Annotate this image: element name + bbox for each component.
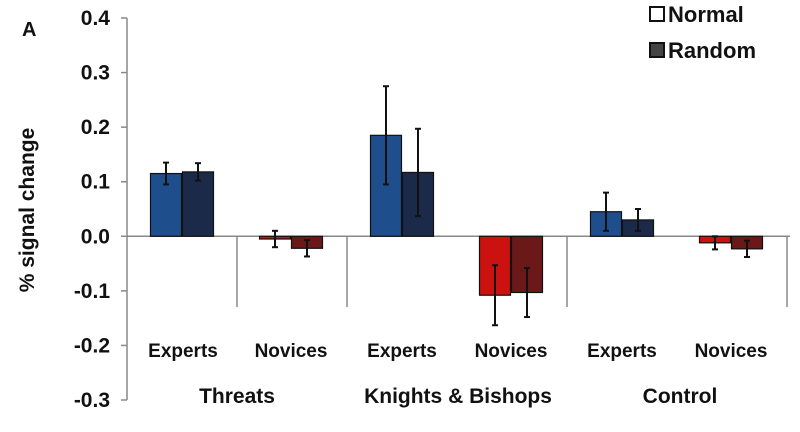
category-label: Novices bbox=[255, 341, 328, 362]
legend-swatch-random bbox=[649, 42, 665, 58]
category-labels: Experts Novices Experts Novices Experts … bbox=[148, 341, 767, 362]
category-label: Experts bbox=[367, 341, 437, 362]
y-tick-label: -0.1 bbox=[74, 280, 111, 303]
group-label-knights-bishops: Knights & Bishops bbox=[364, 385, 552, 408]
group-label-threats: Threats bbox=[199, 385, 275, 408]
axes bbox=[121, 17, 790, 401]
bar-normal-experts bbox=[149, 172, 183, 237]
legend-swatch-normal bbox=[649, 6, 665, 22]
legend: Normal Random bbox=[649, 2, 756, 63]
bar-random-experts bbox=[181, 171, 215, 237]
legend-label-normal: Normal bbox=[668, 2, 744, 27]
category-label: Experts bbox=[587, 341, 657, 362]
y-tick-label: 0.2 bbox=[81, 116, 110, 139]
group-label-control: Control bbox=[643, 385, 718, 408]
y-tick-label: 0.3 bbox=[81, 62, 110, 85]
group-labels: Threats Knights & Bishops Control bbox=[199, 385, 717, 408]
y-axis-label: % signal change bbox=[16, 128, 39, 293]
y-tick-label: 0.4 bbox=[81, 7, 111, 30]
category-label: Novices bbox=[695, 341, 768, 362]
panel-label: A bbox=[22, 19, 36, 41]
error-bars bbox=[163, 85, 750, 327]
bars bbox=[149, 134, 764, 296]
legend-label-random: Random bbox=[668, 38, 756, 63]
y-tick-label: -0.3 bbox=[74, 389, 110, 412]
y-tick-label: -0.2 bbox=[74, 334, 110, 357]
y-tick-label: 0.0 bbox=[81, 225, 110, 248]
category-label: Novices bbox=[475, 341, 548, 362]
y-tick-label: 0.1 bbox=[81, 171, 111, 194]
y-tick-labels: 0.4 0.3 0.2 0.1 0.0 -0.1 -0.2 -0.3 bbox=[74, 7, 111, 412]
category-label: Experts bbox=[148, 341, 218, 362]
